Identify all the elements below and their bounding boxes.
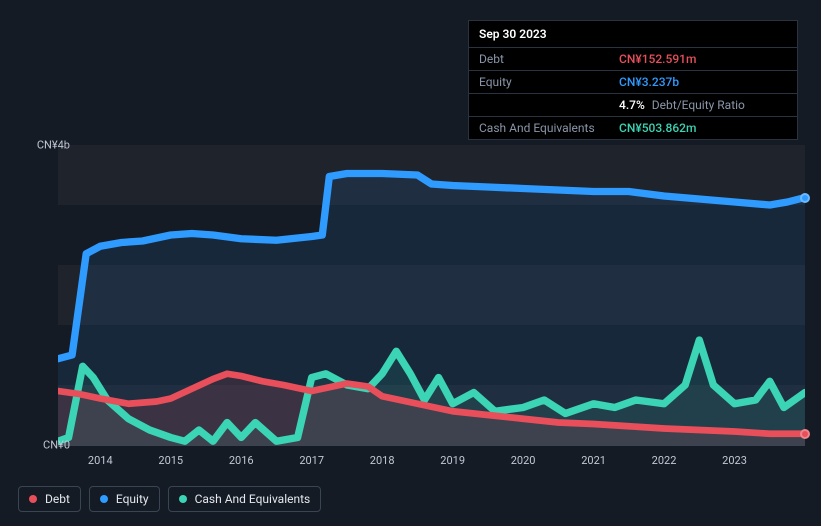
- chart-area: CN¥4bCN¥0 201420152016201720182019202020…: [18, 125, 805, 476]
- legend-item-cash-and-equivalents[interactable]: Cash And Equivalents: [168, 486, 322, 512]
- tooltip-row-label: [479, 98, 619, 112]
- legend-label: Debt: [45, 492, 70, 506]
- tooltip-row-value: CN¥152.591m: [619, 52, 696, 66]
- x-axis-label: 2015: [158, 454, 183, 467]
- x-axis-labels: 2014 2015 2016 2017 2018 2019 2020 2021 2022 2023: [58, 454, 805, 468]
- series-end-dot: [800, 193, 810, 203]
- legend-dot-icon: [29, 495, 37, 503]
- chart-tooltip: Sep 30 2023 DebtCN¥152.591mEquityCN¥3.23…: [468, 20, 798, 140]
- legend-label: Cash And Equivalents: [195, 492, 311, 506]
- x-axis-label: 2018: [370, 454, 395, 467]
- y-axis-label: CN¥4b: [37, 139, 70, 152]
- chart-plot[interactable]: CN¥4bCN¥0: [58, 145, 805, 446]
- tooltip-row: EquityCN¥3.237b: [469, 71, 797, 94]
- x-axis-label: 2017: [299, 454, 324, 467]
- tooltip-row: DebtCN¥152.591m: [469, 48, 797, 71]
- x-axis-label: 2022: [652, 454, 677, 467]
- series-end-dot: [800, 429, 810, 439]
- legend-dot-icon: [100, 495, 108, 503]
- tooltip-row: 4.7% Debt/Equity Ratio: [469, 94, 797, 117]
- chart-legend: Debt Equity Cash And Equivalents: [18, 486, 321, 512]
- tooltip-date: Sep 30 2023: [469, 21, 797, 48]
- legend-item-debt[interactable]: Debt: [18, 486, 81, 512]
- x-axis-label: 2020: [511, 454, 536, 467]
- chart-svg: [58, 145, 805, 445]
- x-axis-label: 2014: [88, 454, 113, 467]
- tooltip-row-label: Equity: [479, 75, 619, 89]
- tooltip-row-value: 4.7% Debt/Equity Ratio: [619, 98, 745, 112]
- tooltip-row-extra: Debt/Equity Ratio: [649, 98, 745, 112]
- tooltip-row-value: CN¥3.237b: [619, 75, 679, 89]
- x-axis-label: 2021: [581, 454, 606, 467]
- legend-label: Equity: [116, 492, 149, 506]
- legend-item-equity[interactable]: Equity: [89, 486, 160, 512]
- y-axis-label: CN¥0: [43, 439, 70, 452]
- x-axis-label: 2016: [229, 454, 254, 467]
- legend-dot-icon: [179, 495, 187, 503]
- x-axis-label: 2019: [440, 454, 465, 467]
- tooltip-row-label: Debt: [479, 52, 619, 66]
- x-axis-label: 2023: [722, 454, 747, 467]
